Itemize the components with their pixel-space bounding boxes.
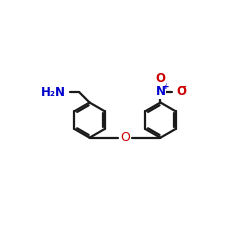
Text: N: N: [156, 85, 166, 98]
Text: O: O: [177, 85, 187, 98]
Text: −: −: [179, 82, 188, 92]
Text: O: O: [156, 72, 166, 85]
Text: O: O: [120, 131, 130, 144]
Text: +: +: [162, 82, 170, 91]
Text: H₂N: H₂N: [41, 86, 66, 99]
